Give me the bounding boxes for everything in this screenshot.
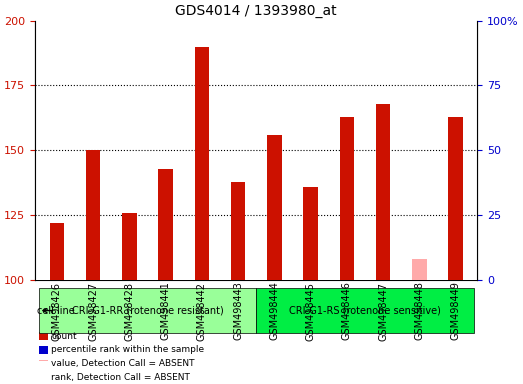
- Bar: [339, 117, 354, 280]
- Bar: [229, 106, 247, 117]
- Bar: [265, 106, 283, 117]
- Bar: [39, 360, 48, 368]
- Bar: [39, 21, 75, 280]
- Bar: [376, 104, 391, 280]
- Bar: [365, 21, 401, 280]
- Bar: [302, 109, 320, 119]
- Text: cell line: cell line: [37, 306, 75, 316]
- Text: count: count: [51, 332, 77, 341]
- Bar: [438, 21, 474, 280]
- Bar: [48, 111, 66, 122]
- Text: CRI-G1-RR (rotenone resistant): CRI-G1-RR (rotenone resistant): [72, 306, 223, 316]
- Bar: [231, 182, 245, 280]
- Bar: [39, 346, 48, 354]
- Bar: [448, 117, 463, 280]
- Text: percentile rank within the sample: percentile rank within the sample: [51, 345, 204, 354]
- FancyBboxPatch shape: [39, 288, 256, 333]
- Title: GDS4014 / 1393980_at: GDS4014 / 1393980_at: [175, 4, 337, 18]
- Bar: [39, 332, 48, 340]
- Bar: [256, 21, 292, 280]
- Bar: [184, 21, 220, 280]
- Bar: [193, 101, 211, 111]
- Bar: [84, 104, 102, 114]
- Bar: [120, 111, 139, 122]
- Bar: [267, 135, 282, 280]
- Bar: [292, 21, 329, 280]
- Bar: [111, 21, 147, 280]
- Bar: [50, 223, 64, 280]
- Bar: [122, 213, 137, 280]
- Bar: [86, 151, 100, 280]
- Bar: [338, 104, 356, 114]
- Bar: [75, 21, 111, 280]
- Bar: [447, 104, 465, 114]
- Bar: [156, 106, 175, 117]
- Bar: [147, 21, 184, 280]
- Bar: [401, 21, 438, 280]
- Bar: [39, 373, 48, 382]
- Text: CRI-G1-RS (rotenone sensitive): CRI-G1-RS (rotenone sensitive): [289, 306, 441, 316]
- Text: rank, Detection Call = ABSENT: rank, Detection Call = ABSENT: [51, 373, 190, 382]
- Bar: [412, 259, 427, 280]
- Bar: [195, 46, 209, 280]
- Text: value, Detection Call = ABSENT: value, Detection Call = ABSENT: [51, 359, 195, 368]
- Bar: [303, 187, 318, 280]
- Bar: [220, 21, 256, 280]
- Bar: [374, 104, 392, 114]
- Bar: [329, 21, 365, 280]
- FancyBboxPatch shape: [256, 288, 474, 333]
- Bar: [158, 169, 173, 280]
